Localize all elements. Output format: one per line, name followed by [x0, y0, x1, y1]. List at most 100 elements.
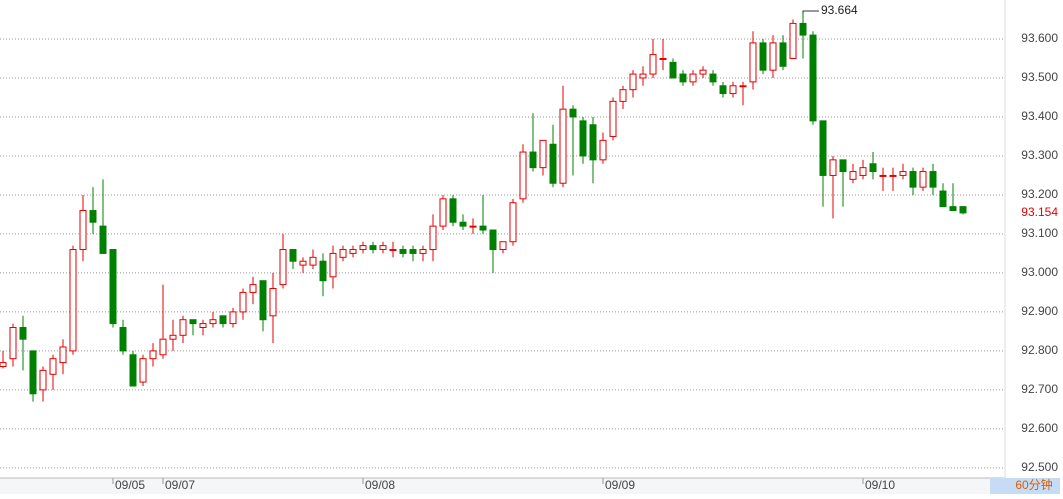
candle-body [369, 245, 377, 251]
candle-body [879, 174, 887, 177]
candle-body [549, 143, 557, 184]
candle-body [669, 61, 677, 79]
candle-body [39, 369, 47, 391]
candle-body [259, 280, 267, 321]
x-tick-label: 09/08 [365, 478, 395, 492]
candle-body [69, 249, 77, 352]
candle-body [889, 174, 897, 177]
candle-body [909, 171, 917, 188]
candle-body [79, 210, 87, 251]
candle-body [569, 108, 577, 118]
max-label: 93.664 [821, 3, 858, 17]
candle-body [249, 284, 257, 293]
candle-body [959, 206, 967, 214]
candle-body [319, 260, 327, 282]
candle-body [359, 245, 367, 251]
candle-body [739, 85, 747, 88]
candle-body [429, 225, 437, 251]
x-axis-band [0, 478, 1005, 494]
interval-button[interactable] [990, 478, 1060, 494]
candle-body [759, 42, 767, 71]
candle-body [219, 315, 227, 325]
candle-body [719, 85, 727, 95]
candle-body [509, 202, 517, 243]
candle-body [699, 69, 707, 75]
candle-body [529, 151, 537, 169]
candle-body [419, 249, 427, 254]
candle-body [139, 358, 147, 383]
candle-body [519, 151, 527, 200]
candle-body [279, 249, 287, 286]
last-price-label: 93.154 [1021, 205, 1058, 219]
candle-body [59, 346, 67, 364]
candle-body [309, 256, 317, 266]
candle-body [589, 124, 597, 161]
candle-body [779, 42, 787, 67]
x-tick-label: 09/10 [865, 478, 895, 492]
candle-body [379, 245, 387, 251]
y-tick-label: 93.200 [1021, 187, 1058, 201]
candle-body [349, 249, 357, 254]
candle-body [649, 54, 657, 75]
candle-body [229, 311, 237, 325]
candle-body [599, 139, 607, 161]
candle-body [199, 323, 207, 328]
candle-body [929, 171, 937, 188]
candle-body [829, 159, 837, 176]
candle-body [169, 334, 177, 340]
candle-body [159, 338, 167, 356]
candle-body [0, 362, 7, 367]
candle-body [439, 198, 447, 227]
candle-body [409, 249, 417, 254]
candle-body [769, 42, 777, 71]
y-tick-label: 92.600 [1021, 421, 1058, 435]
candle-body [469, 225, 477, 228]
candle-body [939, 190, 947, 208]
y-tick-label: 93.600 [1021, 31, 1058, 45]
y-tick-label: 92.900 [1021, 304, 1058, 318]
candle-body [289, 249, 297, 262]
x-tick-label: 09/07 [165, 478, 195, 492]
candle-body [729, 85, 737, 95]
y-tick-label: 93.400 [1021, 109, 1058, 123]
candle-body [89, 210, 97, 223]
candle-body [9, 326, 17, 360]
candle-body [839, 159, 847, 173]
candle-body [299, 260, 307, 266]
candle-body [389, 249, 397, 252]
candle-body [149, 350, 157, 360]
candle-body [559, 108, 567, 184]
y-tick-label: 93.100 [1021, 226, 1058, 240]
candle-body [799, 22, 807, 36]
candle-body [859, 167, 867, 176]
candle-body [539, 139, 547, 169]
y-tick-label: 93.300 [1021, 148, 1058, 162]
candle-body [679, 73, 687, 83]
candle-body [49, 358, 57, 375]
candle-body [479, 225, 487, 231]
candle-body [239, 291, 247, 313]
y-tick-label: 93.500 [1021, 70, 1058, 84]
candle-body [399, 249, 407, 254]
candle-body [269, 288, 277, 317]
candle-body [659, 57, 667, 60]
candle-body [449, 198, 457, 223]
candle-body [189, 319, 197, 325]
candle-body [99, 225, 107, 254]
candle-body [789, 22, 797, 59]
candle-body [629, 73, 637, 91]
candle-body [119, 326, 127, 352]
y-tick-label: 92.500 [1021, 460, 1058, 474]
x-tick-label: 09/05 [115, 478, 145, 492]
candle-body [499, 241, 507, 251]
candle-body [849, 171, 857, 180]
candle-body [339, 249, 347, 258]
candle-body [899, 171, 907, 176]
candle-body [619, 89, 627, 102]
candle-body [489, 229, 497, 251]
candle-body [869, 163, 877, 173]
candle-body [709, 73, 717, 83]
interval-label[interactable]: 60分钟 [1015, 477, 1052, 492]
candle-body [19, 326, 27, 340]
